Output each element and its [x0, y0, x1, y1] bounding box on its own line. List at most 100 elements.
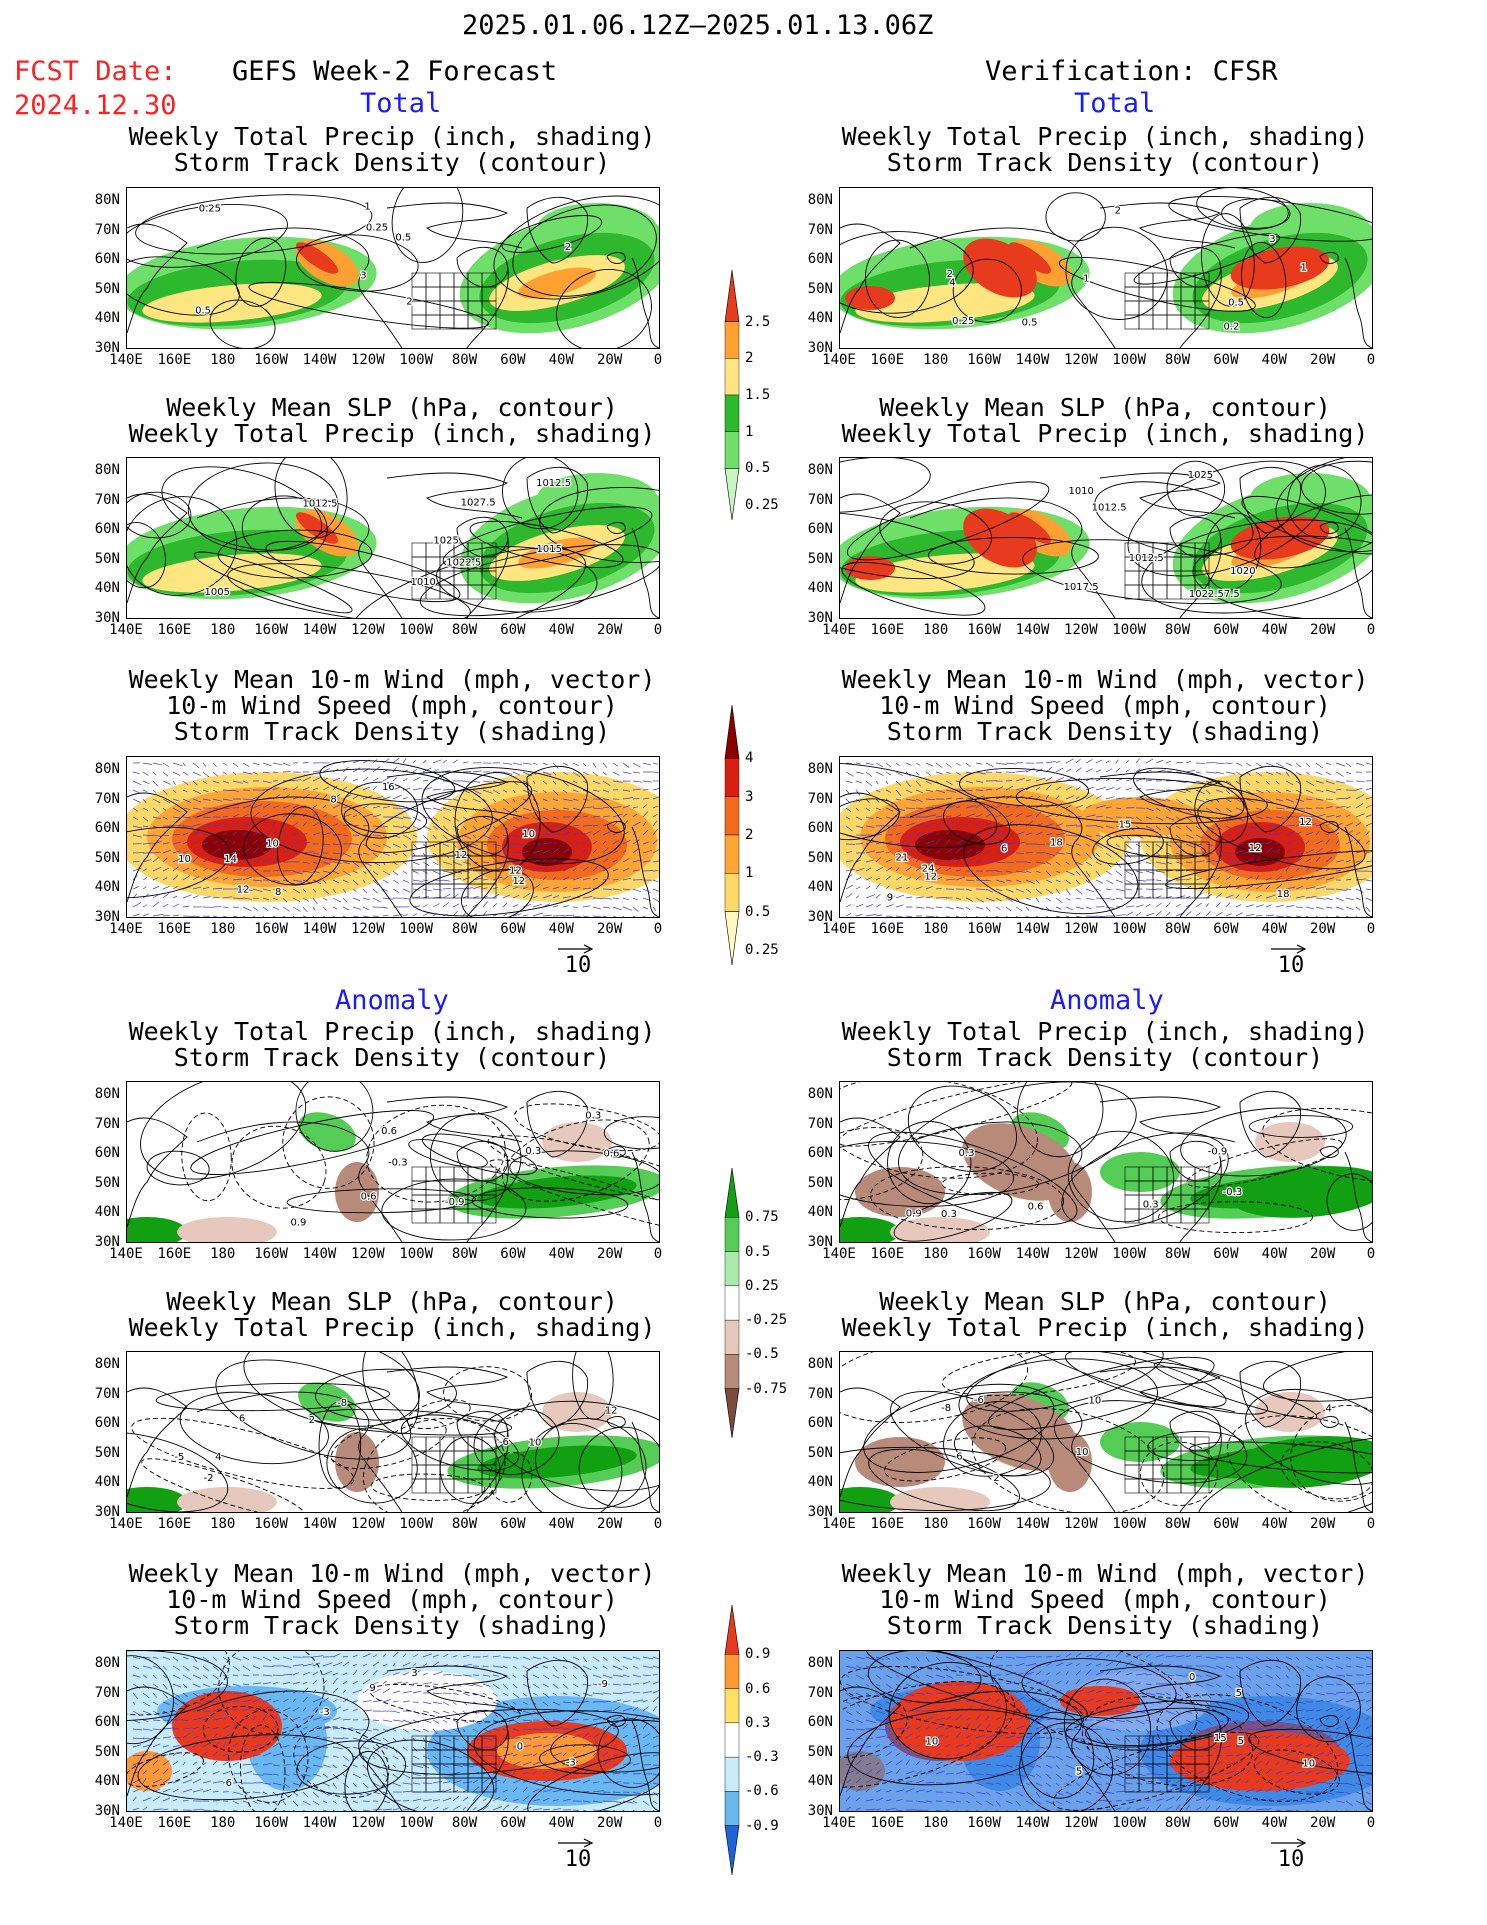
colorbar-label: 2 — [745, 350, 754, 367]
x-tick-label: 180 — [923, 1815, 949, 1831]
x-tick-label: 100W — [399, 352, 434, 368]
colorbar-label: 0.9 — [745, 1646, 771, 1663]
x-tick-label: 140W — [302, 921, 337, 937]
contour-label: 12 — [605, 1406, 618, 1417]
y-tick-label: 50N — [94, 1444, 120, 1461]
y-tick-label: 40N — [807, 310, 833, 326]
panel-title-line: 10-m Wind Speed (mph, contour) — [166, 691, 618, 720]
vector-reference-label: 10 — [1277, 1847, 1305, 1872]
panel-title-line: Weekly Total Precip (inch, shading) — [128, 419, 656, 448]
x-tick-label: 180 — [210, 1516, 236, 1532]
vector-reference-label: 10 — [1277, 953, 1305, 978]
y-tick-label: 70N — [94, 1385, 120, 1402]
x-tick-label: 60W — [500, 352, 526, 368]
contour-label: 1025 — [433, 535, 458, 546]
map-panel-p11: 9 6 0 3 -3 -3 -9 — [126, 1650, 660, 1812]
colorbar-label: 0.6 — [745, 1680, 771, 1697]
y-tick-label: 70N — [94, 491, 120, 508]
x-tick-label: 180 — [210, 1246, 236, 1262]
x-tick-label: 0 — [1366, 921, 1376, 937]
panel-title-line: Storm Track Density (contour) — [886, 148, 1324, 177]
y-tick-label: 30N — [94, 339, 120, 356]
map-panel-p2: 0.5 0.25 0.2 1 0.5 2 3 4 2 1 — [839, 187, 1373, 349]
x-tick-label: 160W — [967, 921, 1001, 937]
y-tick-label: 50N — [807, 1444, 833, 1461]
x-tick-label: 100W — [399, 1516, 434, 1532]
x-tick-label: 140W — [1015, 622, 1050, 638]
x-tick-label: 120W — [1063, 622, 1098, 638]
contour-label: -8 — [337, 1398, 347, 1409]
contour-label: 10 — [522, 829, 535, 840]
x-tick-label: 40W — [1261, 1815, 1287, 1831]
x-tick-label: 0 — [1366, 352, 1376, 368]
y-tick-label: 60N — [807, 1145, 833, 1161]
y-tick-label: 70N — [94, 221, 120, 238]
contour-label: 0.25 — [952, 316, 974, 327]
fcst-label: FCST Date: — [14, 56, 177, 87]
contour-label: -6 — [974, 1395, 984, 1406]
x-tick-label: 80W — [1164, 622, 1191, 638]
x-tick-label: 60W — [1213, 1246, 1239, 1262]
colorbar-label: -0.9 — [745, 1817, 779, 1834]
y-tick-label: 50N — [807, 550, 833, 567]
x-tick-label: 80W — [1164, 1815, 1191, 1831]
x-tick-label: 40W — [1261, 1246, 1287, 1262]
y-tick-label: 40N — [807, 1204, 833, 1220]
colorbar-label: 0.25 — [745, 497, 779, 513]
panel-title-line: Weekly Mean SLP (hPa, contour) — [166, 1287, 618, 1316]
contour-label: 1 — [1301, 263, 1307, 274]
x-tick-label: 180 — [923, 352, 949, 368]
y-tick-label: 80N — [94, 1086, 120, 1102]
contour-label: 2 — [1115, 206, 1121, 217]
x-tick-label: 160W — [254, 1516, 288, 1532]
panel-title-line: Weekly Total Precip (inch, shading) — [128, 122, 656, 151]
x-tick-label: 100W — [1112, 921, 1147, 937]
contour-label: 0.9 — [906, 1208, 922, 1219]
contour-label: 6 — [239, 1413, 245, 1424]
x-tick-label: 160W — [967, 1246, 1001, 1262]
contour-label: 9 — [369, 1683, 375, 1694]
x-tick-label: 120W — [1063, 921, 1098, 937]
x-tick-label: 140W — [1015, 352, 1050, 368]
x-tick-label: 100W — [399, 1246, 434, 1262]
contour-label: 10 — [1076, 1447, 1089, 1458]
contour-label: 0 — [1189, 1672, 1195, 1683]
contour-label: 10 — [529, 1437, 542, 1448]
x-tick-label: 40W — [548, 1246, 574, 1262]
panel-title-line: Weekly Mean 10-m Wind (mph, vector) — [128, 665, 656, 694]
x-tick-label: 120W — [350, 352, 385, 368]
colorbar-label: 0.25 — [745, 1277, 779, 1294]
contour-label: 0.3 — [1143, 1199, 1159, 1210]
x-tick-label: 20W — [596, 1815, 623, 1831]
y-tick-label: 50N — [807, 1743, 833, 1760]
contour-label: 1022.5 — [446, 558, 481, 569]
panel-title-line: Storm Track Density (shading) — [173, 717, 611, 746]
colorbar-label: -0.6 — [745, 1783, 779, 1800]
x-tick-label: 0 — [653, 622, 663, 638]
x-tick-label: 160W — [967, 1815, 1001, 1831]
x-tick-label: 80W — [1164, 352, 1191, 368]
x-tick-label: 180 — [210, 921, 236, 937]
y-tick-label: 40N — [94, 879, 120, 895]
y-tick-label: 80N — [807, 192, 833, 208]
panel-title-line: Storm Track Density (shading) — [886, 1611, 1324, 1640]
colorbar-label: 0.25 — [745, 942, 779, 958]
x-tick-label: 40W — [1261, 352, 1287, 368]
contour-label: 0.3 — [585, 1111, 601, 1122]
contour-label: 12 — [1299, 817, 1312, 828]
contour-label: 0.5 — [1022, 318, 1038, 329]
fcst-date: 2024.12.30 — [14, 90, 177, 121]
contour-label: 1010 — [1068, 486, 1093, 497]
x-tick-label: 0 — [653, 921, 663, 937]
x-tick-label: 160W — [254, 622, 288, 638]
x-tick-label: 160E — [870, 352, 905, 368]
x-tick-label: 0 — [1366, 1815, 1376, 1831]
y-tick-label: 60N — [807, 1714, 833, 1730]
contour-label: 14 — [224, 854, 237, 865]
x-tick-label: 160E — [870, 1815, 905, 1831]
x-tick-label: 140E — [822, 622, 856, 638]
y-tick-label: 50N — [94, 280, 120, 297]
x-tick-label: 0 — [653, 352, 663, 368]
contour-label: 0.6 — [603, 1149, 619, 1160]
contour-label: 12 — [1249, 843, 1262, 854]
